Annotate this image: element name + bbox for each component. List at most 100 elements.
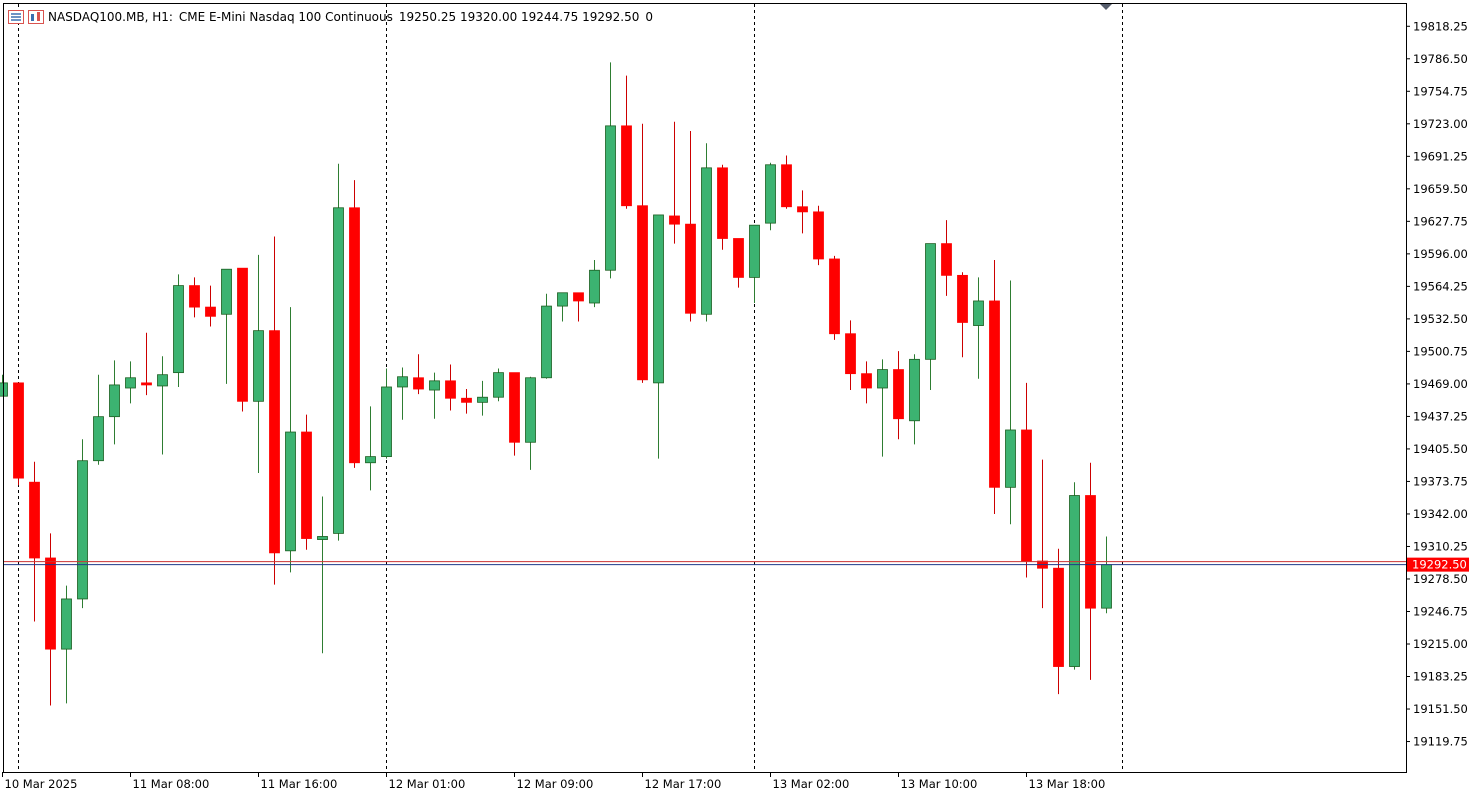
y-tick-label: 19215.00 <box>1413 637 1468 651</box>
candle-body <box>765 164 776 224</box>
candle-body <box>813 211 824 260</box>
candle-body <box>637 205 648 381</box>
candle-body <box>477 396 488 403</box>
candle-body <box>221 268 232 315</box>
candle <box>765 162 776 231</box>
candle-body <box>109 384 120 418</box>
candle <box>1085 462 1096 680</box>
candle <box>173 274 184 387</box>
x-tick-label: 12 Mar 17:00 <box>645 777 722 791</box>
current-price-bg <box>1407 557 1469 572</box>
x-tick-label: 11 Mar 16:00 <box>261 777 338 791</box>
candle <box>525 376 536 470</box>
candle <box>781 155 792 209</box>
candle-body <box>413 377 424 390</box>
candle-body <box>61 598 72 650</box>
candle <box>189 277 200 318</box>
x-tick-label: 12 Mar 09:00 <box>517 777 594 791</box>
candle-body <box>237 267 248 402</box>
candle <box>653 214 664 459</box>
candle-body <box>557 292 568 307</box>
y-tick-label: 19373.75 <box>1413 474 1468 488</box>
candle-body <box>45 557 56 650</box>
candle-body <box>29 481 40 559</box>
candle-body <box>733 238 744 278</box>
candle-body <box>317 536 328 540</box>
candle <box>701 143 712 322</box>
x-tick-label: 13 Mar 10:00 <box>901 777 978 791</box>
candle-body <box>653 214 664 384</box>
candle-body <box>77 460 88 600</box>
candle <box>541 293 552 379</box>
x-tick-label: 10 Mar 2025 <box>5 777 78 791</box>
y-tick-label: 19627.75 <box>1413 214 1468 228</box>
candle <box>589 260 600 308</box>
candle-body <box>925 243 936 360</box>
candle-body <box>93 416 104 462</box>
y-tick-label: 19691.25 <box>1413 149 1468 163</box>
candle <box>301 414 312 550</box>
candle-body <box>685 223 696 314</box>
candle <box>205 285 216 327</box>
candle-body <box>1005 429 1016 488</box>
candle <box>1005 280 1016 525</box>
candle-body <box>333 207 344 534</box>
y-tick-label: 19532.50 <box>1413 312 1468 326</box>
candle-body <box>1085 495 1096 609</box>
y-tick-label: 19278.50 <box>1413 572 1468 586</box>
candle-body <box>13 382 24 479</box>
candle-body <box>877 369 888 389</box>
candle <box>621 75 632 209</box>
candle <box>397 367 408 420</box>
candle <box>573 292 584 322</box>
candle <box>717 164 728 250</box>
candle <box>317 496 328 654</box>
candle <box>45 533 56 706</box>
candle <box>461 389 472 414</box>
shift-marker-icon[interactable] <box>1100 4 1112 10</box>
y-tick-label: 19183.25 <box>1413 670 1468 684</box>
chart-list-icon[interactable] <box>8 10 24 24</box>
ohlc-values: 19250.25 19320.00 19244.75 19292.50 <box>398 10 640 24</box>
candle <box>893 351 904 440</box>
candle <box>477 380 488 416</box>
candle-body <box>605 125 616 271</box>
candle-body <box>301 431 312 539</box>
candle-body <box>989 300 1000 488</box>
candle-body <box>285 431 296 552</box>
candle <box>1053 548 1064 695</box>
candle <box>429 372 440 419</box>
candle <box>237 267 248 412</box>
candle-body <box>909 358 920 422</box>
x-tick-label: 11 Mar 08:00 <box>133 777 210 791</box>
candle-body <box>445 380 456 399</box>
y-tick-label: 19596.00 <box>1413 247 1468 261</box>
candle-body <box>1053 567 1064 667</box>
candle-body <box>461 397 472 403</box>
candle <box>221 268 232 384</box>
candle <box>13 382 24 486</box>
y-tick-label: 19119.75 <box>1413 735 1468 749</box>
candle <box>685 130 696 322</box>
chart-window-icon[interactable] <box>28 10 44 24</box>
candle <box>445 364 456 411</box>
candle-body <box>749 224 760 278</box>
candle <box>557 292 568 322</box>
candle <box>253 254 264 473</box>
candle-body <box>381 386 392 458</box>
candle-body <box>141 382 152 386</box>
y-tick-label: 19659.50 <box>1413 182 1468 196</box>
candle-body <box>205 306 216 317</box>
candle <box>989 260 1000 514</box>
y-tick-label: 19246.75 <box>1413 604 1468 618</box>
candle-body <box>525 377 536 443</box>
candle-body <box>253 330 264 402</box>
candle-body <box>797 206 808 213</box>
candle <box>1021 382 1032 578</box>
candle <box>829 255 840 340</box>
candle <box>973 277 984 379</box>
x-tick-label: 12 Mar 01:00 <box>389 777 466 791</box>
candle <box>637 123 648 383</box>
